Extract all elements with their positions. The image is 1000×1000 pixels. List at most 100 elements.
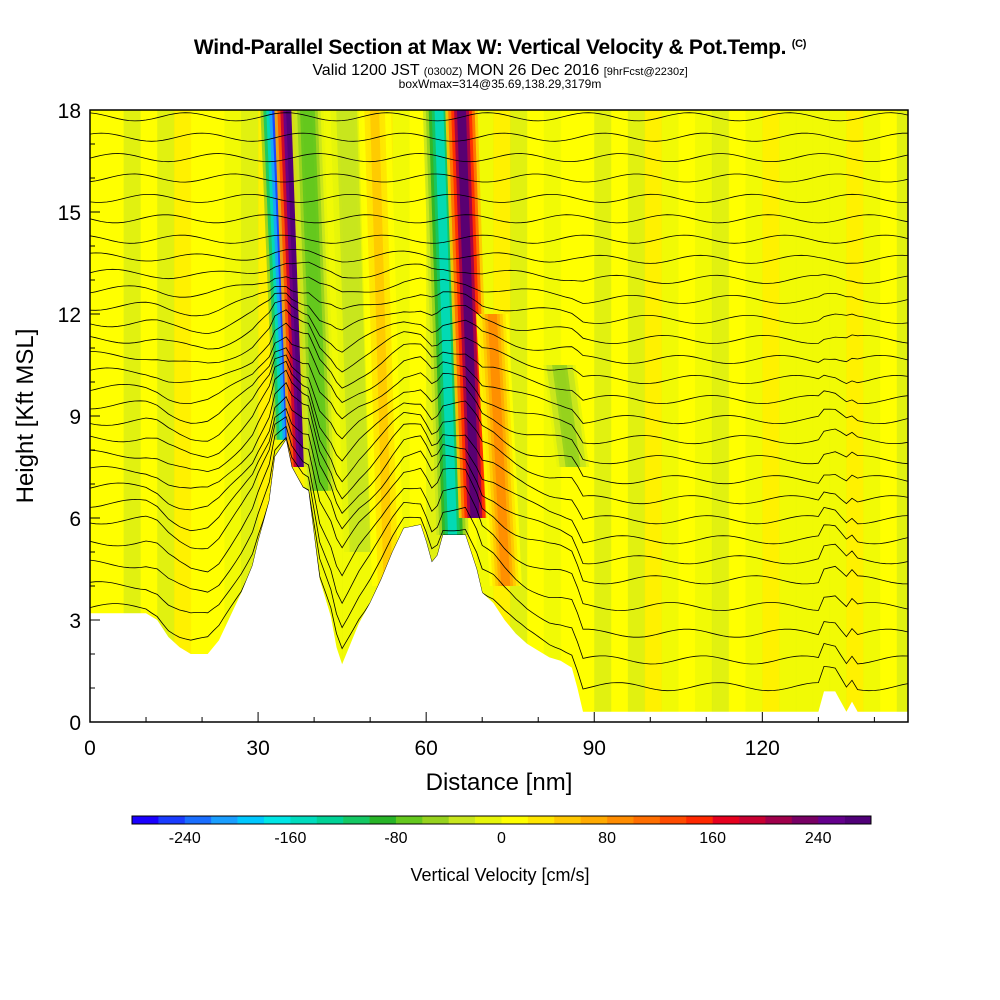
colorbar-swatch (369, 816, 397, 824)
chart-title-main: Wind-Parallel Section at Max W: Vertical… (193, 36, 787, 59)
x-axis-label: Distance [nm] (426, 769, 573, 796)
colorbar-tick-label: 240 (805, 830, 832, 847)
isentrope-line (90, 299, 908, 365)
isentrope-line (90, 407, 908, 565)
field-band (879, 110, 898, 722)
field-band (224, 110, 242, 722)
colorbar-tick-label: -80 (384, 830, 407, 847)
colorbar-frame (131, 815, 872, 825)
isentrope-line (90, 276, 908, 304)
colorbar-swatch (395, 816, 423, 824)
colorbar-swatch (712, 816, 740, 824)
colorbar-swatch (844, 816, 872, 824)
isentrope-line (90, 395, 908, 545)
x-tick-label: 120 (745, 737, 780, 760)
y-tick-label: 12 (58, 304, 81, 327)
updraft-plume (445, 110, 491, 518)
colorbar-swatch (791, 816, 819, 824)
isentrope-line (90, 309, 908, 385)
isentrope-line (90, 214, 908, 224)
field-band (795, 110, 814, 722)
colorbar-swatch (290, 816, 318, 824)
colorbar-swatch (343, 816, 370, 824)
field-band (577, 110, 595, 722)
colorbar-swatch (184, 816, 212, 824)
x-tick-label: 0 (84, 737, 96, 760)
x-tick-label: 30 (246, 737, 269, 760)
isentrope-line (90, 438, 908, 692)
colorbar-tick-label: -240 (169, 830, 201, 847)
isentrope-line (90, 292, 908, 344)
terrain-mask (90, 439, 908, 722)
isentrope-line (90, 369, 908, 505)
isentrope-line (90, 193, 908, 203)
field-band (678, 110, 696, 722)
colorbar-tick-label: 0 (497, 830, 506, 847)
colorbar-swatch (580, 816, 608, 824)
colorbar-swatch (158, 816, 186, 824)
isentrope-line (90, 261, 908, 284)
isentrope-line (90, 425, 908, 612)
y-tick-label: 6 (69, 508, 81, 531)
y-tick-label: 18 (58, 100, 81, 123)
colorbar-swatch (527, 816, 555, 824)
colorbar-swatch (633, 816, 661, 824)
downdraft-plume (291, 110, 337, 491)
colorbar-swatch (739, 816, 766, 824)
field-band (762, 110, 780, 722)
colorbar-swatch (422, 816, 450, 824)
colorbar-swatch (818, 816, 845, 824)
field-band (846, 110, 864, 722)
field-band (812, 110, 831, 722)
isentrope-line (90, 322, 908, 405)
colorbar-tick-label: 160 (699, 830, 726, 847)
isentrope-line (90, 234, 908, 244)
isentrope-line (90, 336, 908, 425)
chart-subtitle: Valid 1200 JST (0300Z) MON 26 Dec 2016 [… (0, 62, 1000, 80)
isentrope-line (90, 382, 908, 525)
isentrope-line (90, 173, 908, 183)
chart-title: Wind-Parallel Section at Max W: Vertical… (0, 36, 1000, 60)
field-band (863, 110, 881, 722)
field-band (106, 110, 125, 722)
colorbar-swatch (132, 816, 159, 824)
isentrope-line (90, 347, 908, 445)
isentrope-line (90, 153, 908, 163)
axes: 0 30 60 90 120 0 3 6 9 12 15 18 (58, 100, 875, 760)
copyright-mark: (C) (791, 38, 807, 50)
colorbar-swatch (686, 816, 713, 824)
field-band (123, 110, 141, 722)
isentrope-line (90, 132, 908, 142)
y-axis-label: Height [Kft MSL] (12, 329, 39, 504)
field-band (174, 110, 192, 722)
field-band (594, 110, 612, 722)
field-band (779, 110, 797, 722)
colorbar-tick-label: -160 (274, 830, 306, 847)
box-wmax-info: boxWmax=314@35.69,138.29,3179m (398, 77, 602, 91)
forecast-info: [9hrFcst@2230z] (603, 66, 688, 78)
x-tick-label: 90 (583, 737, 606, 760)
field-band (140, 110, 158, 722)
isentrope-line (90, 416, 908, 585)
updraft-plume (358, 110, 405, 586)
isentrope-line (90, 360, 908, 485)
colorbar-label: Vertical Velocity [cm/s] (410, 865, 589, 885)
x-tick-label: 60 (414, 737, 437, 760)
colorbar-tick-label: 80 (598, 830, 616, 847)
field-band (661, 110, 679, 722)
field-band (157, 110, 175, 722)
field-band (745, 110, 763, 722)
colorbar-swatch (501, 816, 529, 824)
isentrope-line (90, 249, 908, 264)
colorbar-swatch (237, 816, 265, 824)
valid-utc: (0300Z) (423, 66, 463, 78)
field-band (695, 110, 713, 722)
downdraft-plume (543, 365, 590, 467)
colorbar-swatch (607, 816, 634, 824)
colorbar-swatch (211, 816, 238, 824)
y-tick-label: 9 (69, 406, 81, 429)
colorbar-swatch (659, 816, 687, 824)
field-band (644, 110, 662, 722)
